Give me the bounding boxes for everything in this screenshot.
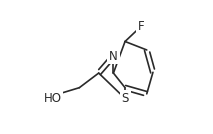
Text: N: N xyxy=(109,50,118,63)
Text: S: S xyxy=(121,92,129,105)
Text: HO: HO xyxy=(44,92,62,105)
Text: F: F xyxy=(138,20,145,33)
